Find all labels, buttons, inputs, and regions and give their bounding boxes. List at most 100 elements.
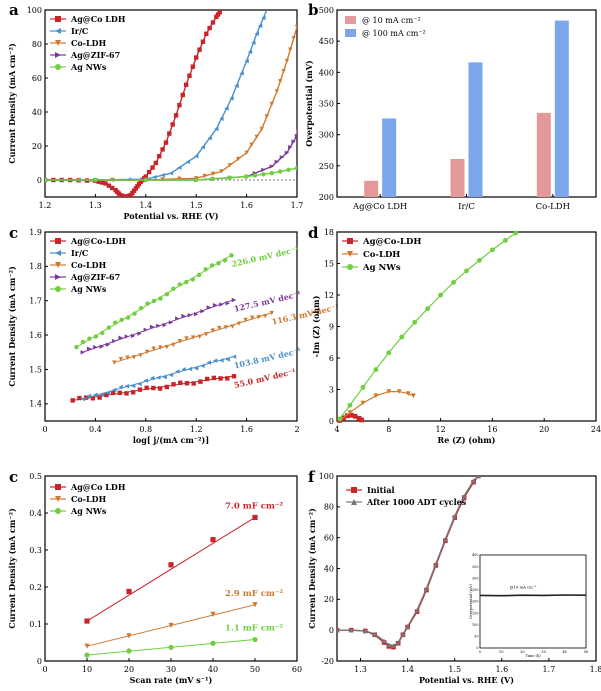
data-point <box>113 320 118 325</box>
legend-marker <box>55 28 61 34</box>
x-tick-label: 1.3 <box>354 665 367 674</box>
data-point <box>252 514 258 521</box>
data-point <box>132 311 137 316</box>
data-point <box>210 640 216 646</box>
data-point <box>294 165 297 171</box>
data-point <box>74 344 79 350</box>
x-tick-label: 1.8 <box>590 665 601 674</box>
data-point <box>243 317 248 323</box>
data-point <box>164 292 170 297</box>
x-tick-label: 10 <box>82 665 92 674</box>
data-point <box>126 648 132 654</box>
plot-frame <box>44 231 298 422</box>
panel-a: 1.2 1.3 1.4 1.5 1.6 1.7 0 20 40 60 80 100 Potential … <box>7 1 303 221</box>
data-point <box>126 588 132 595</box>
legend-marker <box>55 64 61 70</box>
data-point <box>184 381 190 386</box>
data-point <box>225 301 230 306</box>
x-tick-label: 1.2 <box>190 425 203 434</box>
data-point <box>194 311 199 317</box>
panel-d: 4 8 12 16 20 24 0 3 6 9 12 15 18 Re (Z) (ohm) -Im (Z) … <box>308 224 601 445</box>
data-point <box>452 513 458 519</box>
legend-label: Co-LDH <box>71 494 107 504</box>
inset-y-tick-label: 350 <box>472 565 478 569</box>
bar <box>382 118 397 197</box>
data-point <box>90 396 96 401</box>
data-point <box>396 389 402 394</box>
x-tick-label: 1.5 <box>448 665 461 674</box>
data-point <box>198 379 203 384</box>
data-point <box>168 372 174 378</box>
data-point <box>162 322 167 328</box>
y-tick-label: 0 <box>329 417 334 426</box>
data-point <box>227 163 232 168</box>
y-axis-label: Overpotential (mV) <box>304 60 314 147</box>
data-point <box>197 334 202 340</box>
data-point <box>254 134 259 140</box>
data-point <box>344 413 350 419</box>
data-point <box>259 126 264 132</box>
y-axis-label: Current Density (mA cm⁻²) <box>7 43 17 164</box>
capacitance-label: 1.1 mF cm⁻² <box>225 624 283 634</box>
data-point <box>337 416 342 422</box>
data-point <box>502 238 508 243</box>
y-tick-label: 250 <box>319 162 334 171</box>
data-point <box>209 263 215 268</box>
x-tick-label: 1.4 <box>401 665 414 674</box>
y-tick-label: 1.6 <box>29 331 42 340</box>
data-point <box>211 375 217 381</box>
legend-label: @ 100 mA cm⁻² <box>362 29 426 38</box>
panel-f: 1.3 1.4 1.5 1.6 1.7 1.8-20020406080100Potenti… <box>307 468 601 685</box>
data-point <box>451 280 456 285</box>
data-point <box>249 142 254 148</box>
data-point <box>190 64 196 69</box>
data-point <box>106 325 111 330</box>
panel-b: 200 250 300 350 400 450 500 Overpotential (mV) b… <box>304 1 597 212</box>
legend-label: Ag NWs <box>70 284 107 294</box>
data-point <box>391 643 396 648</box>
panel-letter: f <box>308 468 316 486</box>
capacitance-label: 7.0 mF cm⁻² <box>225 501 283 511</box>
legend-marker <box>55 508 61 514</box>
x-tick-label: 20 <box>539 425 549 434</box>
data-point <box>175 316 180 321</box>
data-point <box>168 644 174 650</box>
data-point <box>136 181 142 187</box>
data-point <box>144 385 149 391</box>
legend-marker <box>55 274 61 280</box>
data-point <box>231 374 237 379</box>
data-point <box>251 40 256 46</box>
data-point <box>171 382 176 387</box>
data-point <box>239 71 244 76</box>
inset-background <box>468 551 590 658</box>
data-point <box>212 358 218 363</box>
data-point <box>386 642 392 648</box>
x-tick-label: 8 <box>386 425 391 434</box>
data-point <box>204 31 209 36</box>
y-tick-label: 3 <box>329 385 334 394</box>
data-point <box>381 638 387 644</box>
y-tick-label: 40 <box>324 564 334 573</box>
data-point <box>70 398 75 403</box>
data-point <box>86 346 92 351</box>
x-tick-label: 1.6 <box>240 425 253 434</box>
data-point <box>298 164 302 168</box>
data-point <box>163 140 169 145</box>
data-point <box>187 73 192 78</box>
data-point <box>190 335 196 340</box>
plot-frame <box>336 231 597 422</box>
data-point <box>171 342 176 348</box>
series-line <box>339 232 517 420</box>
y-tick-label: 0 <box>37 176 42 185</box>
data-point <box>168 622 174 629</box>
data-point <box>222 258 228 263</box>
data-point <box>158 296 163 301</box>
data-point <box>110 185 115 191</box>
data-point <box>298 126 302 130</box>
series-2 <box>45 19 297 183</box>
data-point <box>177 282 183 287</box>
x-tick-label: 16 <box>487 425 497 434</box>
x-tick-label: 24 <box>591 425 601 434</box>
series-2: 1.1 mF cm⁻² <box>84 624 283 658</box>
data-point <box>124 334 130 339</box>
